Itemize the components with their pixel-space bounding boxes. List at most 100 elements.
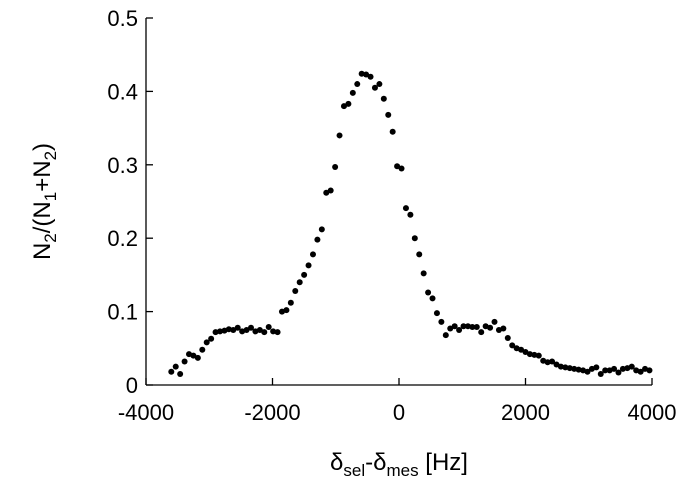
- data-point: [332, 164, 339, 171]
- data-point: [628, 363, 635, 370]
- data-point: [274, 329, 281, 336]
- data-point: [425, 289, 432, 296]
- y-axis-label-p3: +N: [29, 160, 56, 191]
- data-point: [389, 128, 396, 135]
- data-point: [549, 358, 556, 365]
- data-point: [323, 189, 330, 196]
- x-axis-label-delta1: δ: [330, 449, 343, 476]
- data-point: [292, 288, 299, 295]
- data-point: [203, 339, 210, 346]
- x-tick-label: 2000: [501, 400, 550, 425]
- y-axis-label-p4: ): [29, 143, 56, 151]
- data-point: [247, 324, 254, 331]
- data-point: [504, 335, 511, 342]
- data-point: [464, 323, 471, 330]
- x-tick-label: 4000: [628, 400, 677, 425]
- data-point: [354, 81, 361, 88]
- data-point: [544, 359, 551, 366]
- data-point: [557, 363, 564, 370]
- data-point: [566, 365, 573, 372]
- data-point: [358, 70, 365, 77]
- data-point: [438, 318, 445, 325]
- data-point: [376, 81, 383, 88]
- data-point: [611, 365, 618, 372]
- y-axis-label: N2/(N1+N2): [29, 143, 60, 260]
- data-point: [261, 329, 268, 336]
- data-point: [637, 368, 644, 375]
- data-point: [518, 346, 525, 353]
- data-point: [336, 132, 343, 139]
- data-point: [385, 111, 392, 118]
- data-point: [433, 310, 440, 317]
- data-point: [602, 367, 609, 374]
- data-point: [199, 346, 206, 353]
- data-point: [553, 361, 560, 368]
- data-point: [287, 299, 294, 306]
- x-tick-label: -4000: [118, 400, 174, 425]
- data-point: [447, 325, 454, 332]
- data-point: [491, 318, 498, 325]
- y-tick-label: 0.5: [107, 6, 138, 31]
- x-tick-label: -2000: [244, 400, 300, 425]
- data-point: [584, 368, 591, 375]
- data-point: [451, 323, 458, 330]
- data-point: [394, 163, 401, 170]
- data-point: [190, 352, 197, 359]
- data-point: [619, 365, 626, 372]
- data-point: [473, 324, 480, 331]
- y-axis-label-s3: 2: [41, 151, 60, 160]
- data-point: [571, 365, 578, 372]
- y-tick-label: 0.4: [107, 79, 138, 104]
- data-point: [411, 235, 418, 242]
- data-point: [212, 329, 219, 336]
- data-point: [234, 324, 241, 331]
- x-ticks: -4000 -2000 0 2000 4000: [118, 378, 677, 425]
- data-point: [194, 354, 201, 361]
- data-point: [646, 367, 653, 374]
- data-point: [181, 358, 188, 365]
- data-point: [340, 103, 347, 110]
- y-axis-label-p1: N: [29, 243, 56, 260]
- data-point: [420, 270, 427, 277]
- data-point: [243, 326, 250, 333]
- data-point: [487, 324, 494, 331]
- data-point: [363, 71, 370, 78]
- data-point: [526, 351, 533, 358]
- y-axis-label-s1: 2: [41, 233, 60, 242]
- data-point: [380, 95, 387, 102]
- data-point: [270, 328, 277, 335]
- data-point: [398, 165, 405, 172]
- y-tick-label: 0.2: [107, 226, 138, 251]
- data-point: [442, 332, 449, 339]
- data-point: [597, 370, 604, 377]
- data-point: [535, 352, 542, 359]
- data-point: [283, 307, 290, 314]
- data-point: [615, 369, 622, 376]
- data-point: [478, 329, 485, 336]
- data-point: [172, 363, 179, 370]
- data-point: [217, 328, 224, 335]
- data-point: [371, 84, 378, 91]
- data-point: [305, 262, 312, 269]
- data-point: [562, 364, 569, 371]
- data-point: [593, 364, 600, 371]
- data-point: [225, 326, 232, 333]
- data-point: [531, 351, 538, 358]
- data-point: [309, 251, 316, 258]
- x-axis-label-tail: [Hz]: [419, 449, 468, 476]
- data-point: [522, 348, 529, 355]
- data-points: [168, 70, 653, 377]
- data-point: [367, 73, 374, 80]
- data-point: [318, 226, 325, 233]
- x-axis-label-sub2: mes: [386, 461, 418, 477]
- data-point: [265, 324, 272, 331]
- y-ticks: 0 0.1 0.2 0.3 0.4 0.5: [107, 6, 153, 398]
- data-point: [345, 100, 352, 107]
- data-point: [296, 279, 303, 286]
- x-tick-label: 0: [393, 400, 405, 425]
- data-point: [456, 326, 463, 333]
- x-axis-label-sub1: sel: [343, 461, 365, 477]
- data-point: [168, 368, 175, 375]
